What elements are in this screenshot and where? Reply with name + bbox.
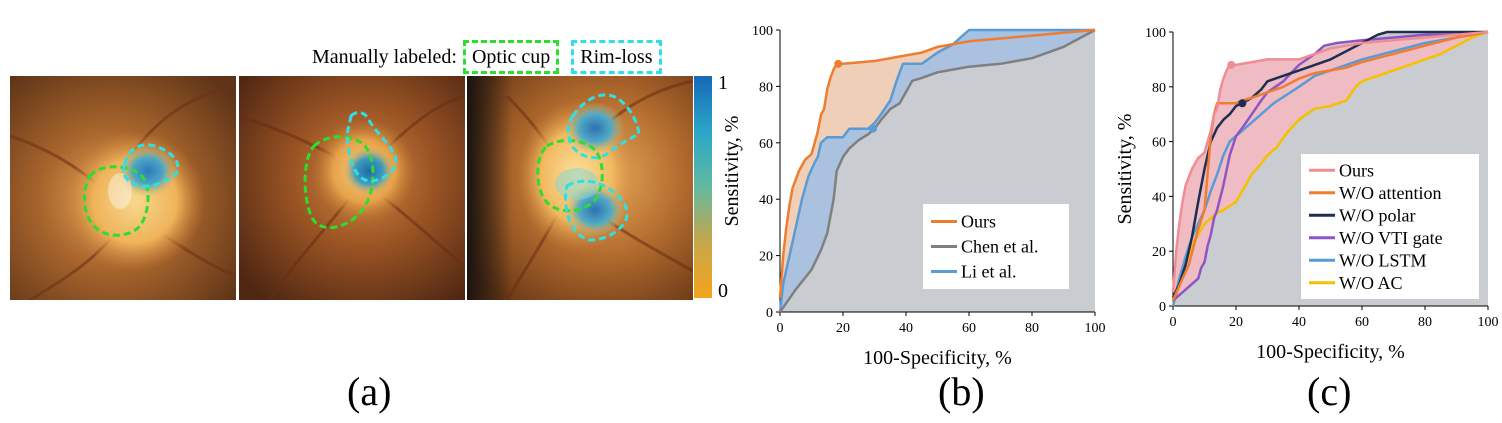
x-tick-label: 20 <box>1229 315 1243 330</box>
fundus-image-2 <box>239 76 465 300</box>
fundus-image-3 <box>467 76 693 300</box>
series-marker-w-o-polar <box>1238 99 1247 108</box>
x-axis-label: 100-Specificity, % <box>1256 341 1405 363</box>
plot-above-curves <box>780 30 1095 298</box>
x-tick-label: 0 <box>777 321 784 336</box>
series-line-chen-et-al <box>778 28 1096 313</box>
series-line-w-o-vti-gate <box>1172 30 1489 302</box>
x-tick-label: 60 <box>962 321 976 336</box>
series-line-w-o-ac <box>1171 30 1489 307</box>
x-tick-label: 80 <box>1418 315 1432 330</box>
y-axis-label: Sensitivity, % <box>1114 114 1136 225</box>
x-tick-label: 40 <box>899 321 913 336</box>
optic-cup-legend: Optic cup <box>462 40 560 74</box>
y-axis-label: Sensitivity, % <box>721 116 743 227</box>
x-tick-label: 40 <box>1292 315 1306 330</box>
series-marker-ours <box>834 59 843 68</box>
y-tick-label: 20 <box>1152 245 1166 260</box>
legend-label-w-o-attention: W/O attention <box>1339 183 1441 203</box>
legend-label-w-o-polar: W/O polar <box>1339 205 1415 225</box>
legend-label-ours: Ours <box>961 212 996 232</box>
fundus-image-1 <box>10 76 236 300</box>
roc-chart-c: 0 20 40 60 80 100 0 20 40 60 80 100 100-Specificity,… <box>1105 0 1500 372</box>
x-tick-label: 60 <box>1355 315 1369 330</box>
series-fill-ours <box>1173 32 1488 306</box>
legend-label-w-o-ac: W/O AC <box>1339 273 1403 293</box>
y-tick-label: 80 <box>759 80 773 95</box>
series-fill-ours <box>780 30 1095 312</box>
series-line-ours <box>778 28 1096 298</box>
plot-above-curves <box>1173 32 1488 293</box>
colorbar <box>694 76 712 298</box>
y-tick-label: 40 <box>759 193 773 208</box>
legend-label-li-et-al: Li et al. <box>961 262 1016 282</box>
x-tick-label: 100 <box>1085 321 1106 336</box>
x-tick-label: 100 <box>1478 315 1499 330</box>
legend-label-w-o-vti-gate: W/O VTI gate <box>1339 228 1443 248</box>
y-tick-label: 40 <box>1152 190 1166 205</box>
legend-box <box>1301 154 1479 299</box>
y-tick-label: 100 <box>752 24 773 39</box>
panel-label-b: (b) <box>938 369 985 414</box>
roc-chart-b: 0 20 40 60 80 100 0 20 40 60 80 100 100-Specificity,… <box>715 0 1106 372</box>
series-line-ours <box>1171 30 1489 293</box>
x-tick-label: 0 <box>1170 315 1177 330</box>
roc-chart-b-svg: 0 20 40 60 80 100 0 20 40 60 80 100 100-Specificity,… <box>721 24 1106 369</box>
roc-chart-c-svg: 0 20 40 60 80 100 0 20 40 60 80 100 100-Specificity,… <box>1114 26 1499 363</box>
series-marker-li-et-al <box>868 124 877 133</box>
colorbar-max-label: 1 <box>718 72 728 94</box>
legend-label-ours: Ours <box>1339 160 1374 180</box>
y-tick-label: 80 <box>1152 81 1166 96</box>
rim-loss-legend: Rim-loss <box>571 40 662 74</box>
series-line-li-et-al <box>778 28 1095 313</box>
y-tick-label: 60 <box>759 137 773 152</box>
y-tick-label: 100 <box>1145 26 1166 41</box>
series-line-w-o-polar <box>1171 30 1488 299</box>
colorbar-min-label: 0 <box>718 280 728 302</box>
series-line-w-o-lstm <box>1171 30 1489 307</box>
legend-label-w-o-lstm: W/O LSTM <box>1339 250 1427 270</box>
panel-label-c: (c) <box>1307 369 1352 414</box>
y-tick-label: 20 <box>759 250 773 265</box>
y-tick-label: 0 <box>766 306 773 321</box>
legend-label-chen-et-al: Chen et al. <box>961 237 1038 257</box>
series-line-w-o-attention <box>1171 30 1489 301</box>
y-tick-label: 0 <box>1159 300 1166 315</box>
manual-label-prefix: Manually labeled: <box>312 45 457 68</box>
y-tick-label: 60 <box>1152 136 1166 151</box>
x-tick-label: 20 <box>836 321 850 336</box>
x-axis-label: 100-Specificity, % <box>863 347 1012 369</box>
panel-label-a: (a) <box>347 369 392 414</box>
x-tick-label: 80 <box>1025 321 1039 336</box>
manual-label-legend: Manually labeled: Optic cup Rim-loss <box>312 40 662 74</box>
series-marker-ours <box>1227 60 1236 69</box>
